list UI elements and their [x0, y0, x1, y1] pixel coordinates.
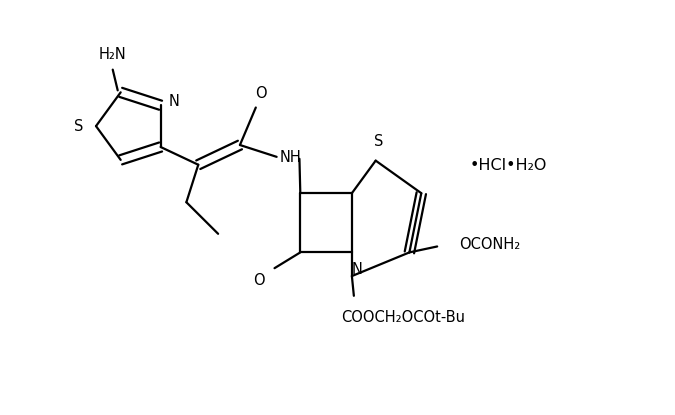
Text: OCONH₂: OCONH₂ [459, 237, 520, 252]
Text: O: O [253, 273, 265, 288]
Text: S: S [74, 119, 84, 134]
Text: H₂N: H₂N [99, 47, 127, 62]
Text: O: O [255, 86, 267, 101]
Text: NH: NH [279, 150, 302, 165]
Text: •HCl•H₂O: •HCl•H₂O [470, 158, 547, 173]
Text: N: N [352, 262, 362, 277]
Text: COOCH₂OCOt-Bu: COOCH₂OCOt-Bu [342, 310, 466, 325]
Text: S: S [374, 134, 383, 149]
Text: N: N [169, 94, 180, 109]
